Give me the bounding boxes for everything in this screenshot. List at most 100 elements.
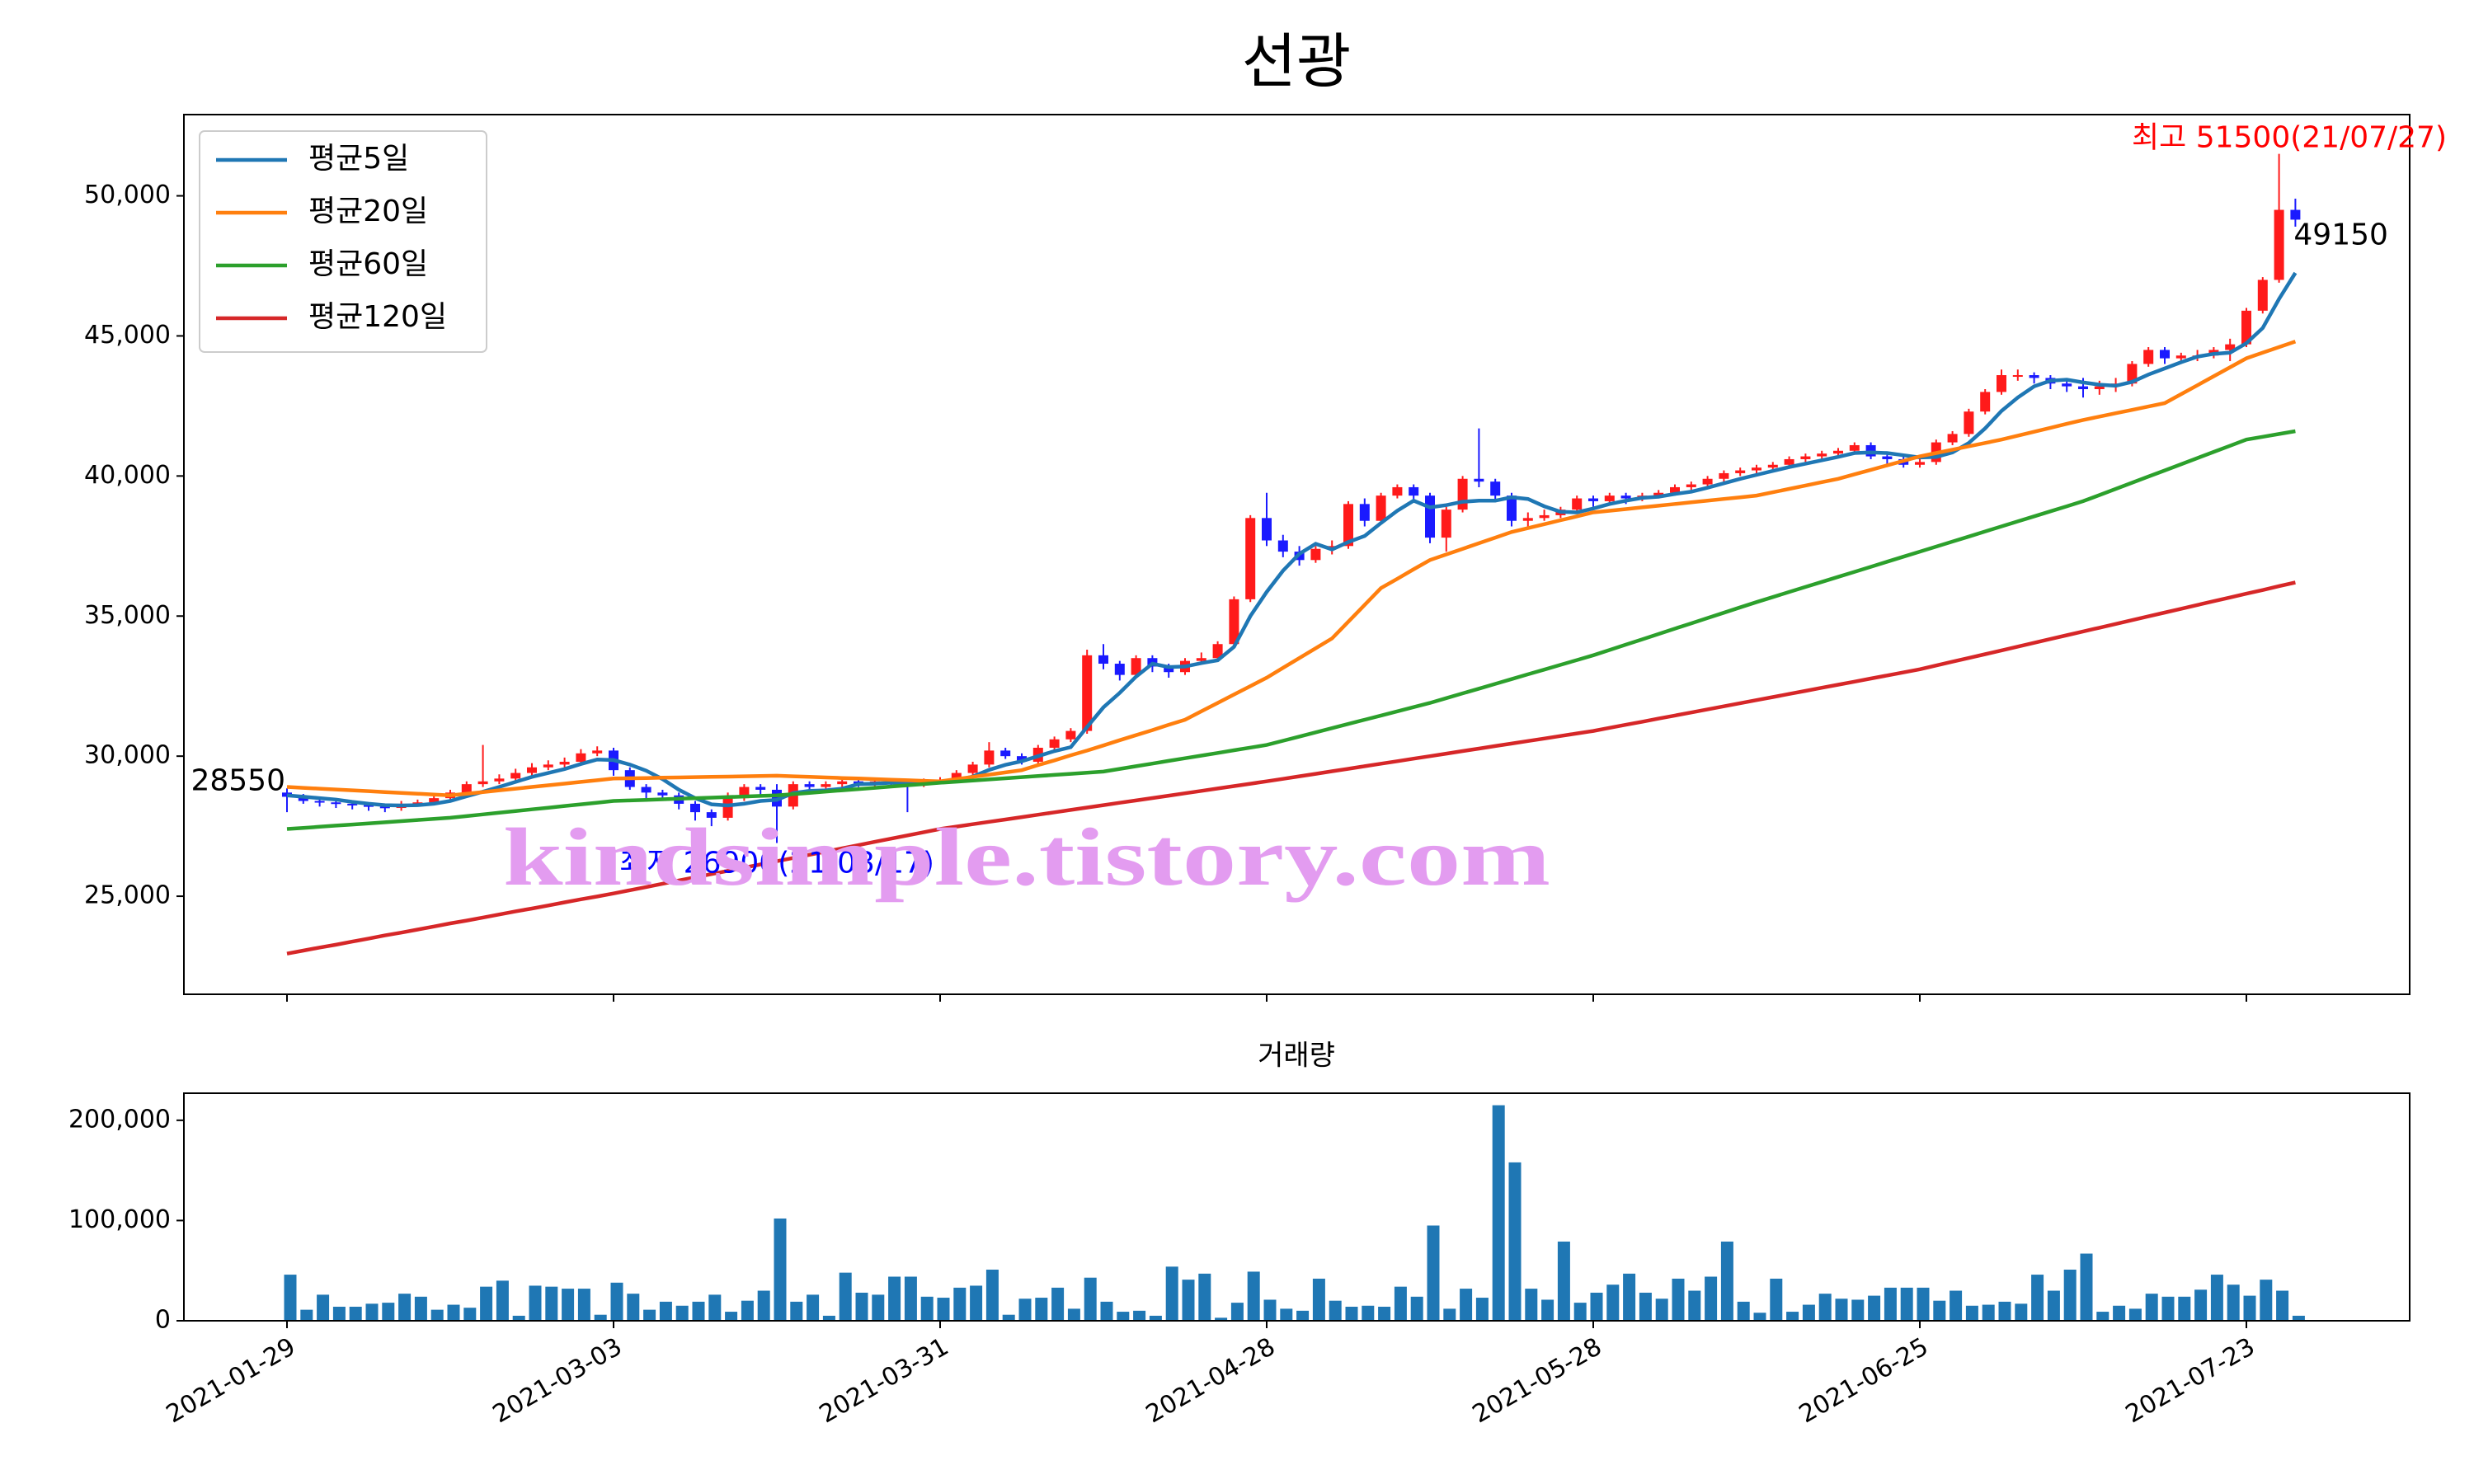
volume-bar <box>839 1272 852 1321</box>
volume-bar <box>2161 1296 2175 1321</box>
volume-bar <box>529 1285 542 1321</box>
volume-bar <box>2113 1305 2126 1321</box>
volume-bar <box>1884 1287 1897 1321</box>
candle-body <box>1702 478 1713 485</box>
volume-bar <box>1002 1314 1015 1321</box>
volume-bar <box>1770 1278 1783 1321</box>
volume-bar <box>480 1286 493 1321</box>
volume-bar <box>1688 1290 1701 1321</box>
candle-body <box>1604 495 1615 501</box>
volume-bar <box>790 1301 803 1321</box>
candle-body <box>706 812 717 818</box>
volume-bar <box>1230 1303 1244 1321</box>
candle-body <box>1392 486 1403 496</box>
volume-bar <box>512 1315 525 1321</box>
volume-bar <box>594 1314 607 1321</box>
volume-bar <box>2015 1303 2028 1321</box>
y-tick-label: 35,000 <box>84 601 171 630</box>
volume-bar <box>1133 1310 1146 1321</box>
candle-body <box>2143 350 2154 364</box>
candle-body <box>314 801 325 803</box>
volume-bar <box>2047 1290 2060 1321</box>
volume-bar <box>855 1292 868 1321</box>
volume-bar <box>1573 1303 1587 1321</box>
volume-bar <box>2243 1295 2256 1321</box>
volume-bar <box>1606 1284 1620 1321</box>
volume-bar <box>627 1294 640 1321</box>
volume-bar <box>1198 1273 1211 1321</box>
plot-frame <box>183 1092 2411 1322</box>
plot-frame <box>183 114 2411 995</box>
volume-bar <box>2260 1280 2273 1321</box>
candle-body <box>1849 444 1860 451</box>
volume-bar <box>692 1301 705 1321</box>
candle-body <box>1752 467 1761 471</box>
candle-body <box>412 802 423 805</box>
volume-bar <box>774 1218 787 1321</box>
candle-body <box>576 753 586 762</box>
volume-bar <box>1753 1313 1766 1321</box>
candle-body <box>1474 478 1484 482</box>
volume-bar <box>708 1294 722 1321</box>
candle-body <box>1212 644 1223 659</box>
volume-bar <box>398 1294 412 1321</box>
volume-bar <box>1084 1277 1097 1321</box>
candle-body <box>543 764 553 768</box>
candle-body <box>1310 548 1321 561</box>
volume-bar <box>496 1280 509 1321</box>
candle-body <box>1964 411 1974 434</box>
volume-bar <box>562 1289 575 1321</box>
candle-body <box>641 787 651 793</box>
volume-bar <box>1835 1298 1848 1321</box>
candle-body <box>2274 209 2284 280</box>
volume-bar <box>920 1296 934 1321</box>
volume-bar <box>1900 1287 1913 1321</box>
y-tick-label: 30,000 <box>84 741 171 770</box>
volume-bar <box>1035 1298 1048 1321</box>
candle-body <box>2225 344 2236 350</box>
candle-body <box>1376 495 1386 521</box>
candle-body <box>1670 486 1680 493</box>
candle-body <box>1522 518 1533 521</box>
candle-body <box>1441 510 1451 538</box>
candle-body <box>1620 495 1631 499</box>
candle-body <box>347 803 358 805</box>
candle-body <box>2062 383 2072 387</box>
candle-body <box>461 784 472 793</box>
volume-bar <box>1263 1299 1277 1321</box>
y-tick-label: 45,000 <box>84 321 171 350</box>
volume-bar <box>349 1306 362 1321</box>
candle-body <box>331 802 341 805</box>
volume-bar <box>1345 1306 1358 1321</box>
candle-body <box>1833 450 1843 454</box>
candle-body <box>282 792 292 797</box>
candle-body <box>477 781 488 785</box>
volume-bar <box>332 1306 346 1321</box>
candle-body <box>1262 518 1272 541</box>
candle-body <box>1164 666 1174 673</box>
candle-body <box>494 778 505 782</box>
candle-body <box>1997 375 2006 392</box>
candle-body <box>379 806 390 809</box>
y-tick-label: 100,000 <box>68 1205 171 1234</box>
volume-bar <box>1982 1304 1995 1321</box>
candle-body <box>1082 655 1093 731</box>
volume-bar <box>610 1282 623 1321</box>
volume-bar <box>1182 1280 1195 1321</box>
candle-body <box>2257 279 2268 311</box>
volume-bar <box>1802 1304 1815 1321</box>
candle-body <box>1425 495 1435 538</box>
candle-body <box>2094 386 2105 390</box>
plot-area <box>282 153 2301 956</box>
candle-body <box>2175 355 2186 359</box>
first-annotation: 28550 <box>190 763 285 797</box>
legend-label: 평균60일 <box>308 247 428 281</box>
candle-body <box>510 773 521 779</box>
ma-line <box>286 429 2296 831</box>
candle-body <box>2078 386 2088 390</box>
y-tick-label: 0 <box>155 1306 171 1335</box>
volume-bar <box>937 1298 950 1321</box>
candle-body <box>984 750 995 765</box>
volume-bar <box>1247 1271 1260 1321</box>
